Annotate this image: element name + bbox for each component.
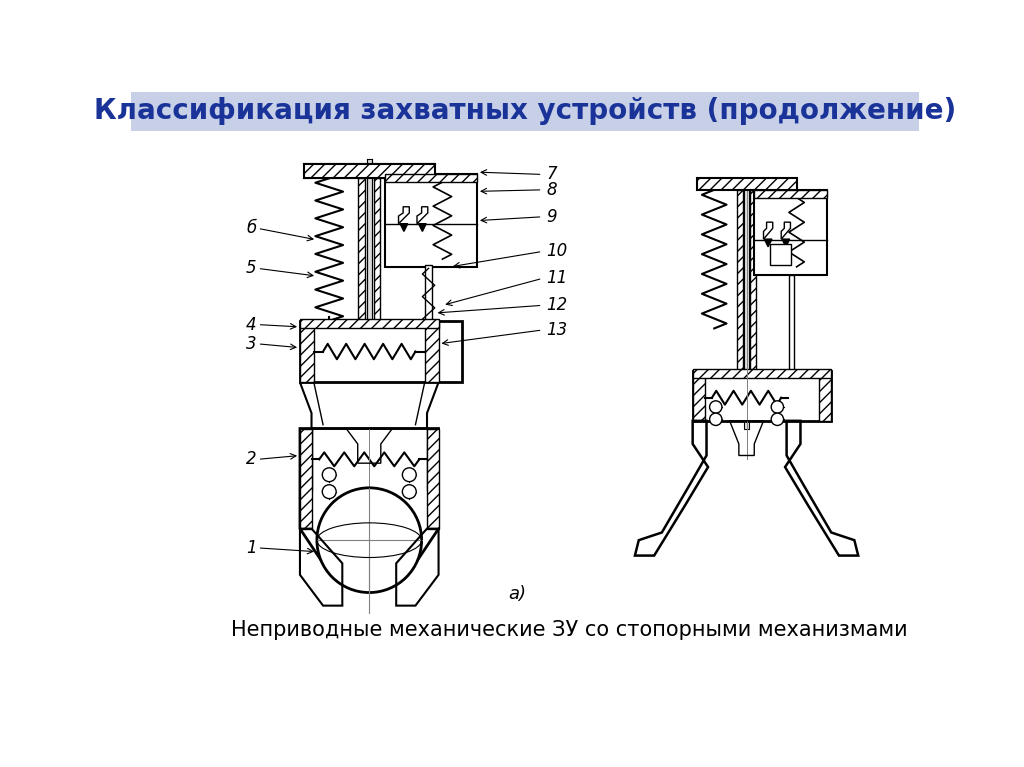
Bar — [755, 189, 827, 275]
Bar — [300, 321, 313, 382]
Circle shape — [316, 488, 422, 593]
Polygon shape — [400, 224, 408, 232]
Bar — [751, 189, 756, 390]
Text: 9: 9 — [547, 208, 557, 225]
Bar — [304, 164, 435, 178]
Bar — [785, 389, 798, 397]
Circle shape — [323, 468, 336, 482]
Bar — [385, 174, 477, 182]
Bar — [692, 370, 831, 421]
Bar — [300, 429, 311, 528]
Circle shape — [771, 401, 783, 413]
Circle shape — [710, 401, 722, 413]
Text: а): а) — [508, 585, 526, 603]
Circle shape — [402, 468, 416, 482]
Bar — [425, 321, 438, 382]
Bar — [770, 244, 792, 265]
Text: 1: 1 — [246, 539, 257, 557]
Bar — [737, 189, 742, 390]
Bar — [696, 177, 797, 189]
Text: 3: 3 — [246, 335, 257, 353]
Bar — [131, 92, 920, 130]
Bar — [367, 159, 372, 382]
Circle shape — [710, 413, 722, 426]
Bar — [385, 174, 477, 267]
Text: 11: 11 — [547, 269, 567, 288]
Text: 10: 10 — [547, 242, 567, 261]
Bar — [374, 178, 380, 344]
Text: 7: 7 — [547, 166, 557, 183]
Bar — [755, 189, 827, 198]
Bar — [425, 265, 432, 344]
Text: 13: 13 — [547, 321, 567, 339]
Polygon shape — [764, 239, 772, 247]
Polygon shape — [419, 224, 426, 232]
Bar — [788, 275, 795, 390]
Bar — [300, 319, 438, 328]
Bar — [358, 178, 365, 344]
Circle shape — [323, 485, 336, 499]
Text: Классификация захватных устройств (продолжение): Классификация захватных устройств (продо… — [93, 97, 956, 125]
Bar — [427, 429, 438, 528]
Circle shape — [402, 485, 416, 499]
Bar — [744, 186, 749, 429]
Circle shape — [771, 413, 783, 426]
Bar — [692, 370, 705, 421]
Bar — [692, 369, 831, 378]
Text: 2: 2 — [246, 450, 257, 469]
Text: 8: 8 — [547, 181, 557, 199]
Bar — [422, 342, 435, 350]
Bar — [819, 370, 831, 421]
Text: б: б — [246, 219, 256, 237]
Text: Неприводные механические ЗУ со стопорными механизмами: Неприводные механические ЗУ со стопорным… — [230, 621, 907, 640]
Text: 5: 5 — [246, 259, 257, 278]
Polygon shape — [782, 239, 790, 247]
Text: 4: 4 — [246, 315, 257, 334]
Text: 12: 12 — [547, 296, 567, 314]
Bar — [300, 321, 462, 382]
